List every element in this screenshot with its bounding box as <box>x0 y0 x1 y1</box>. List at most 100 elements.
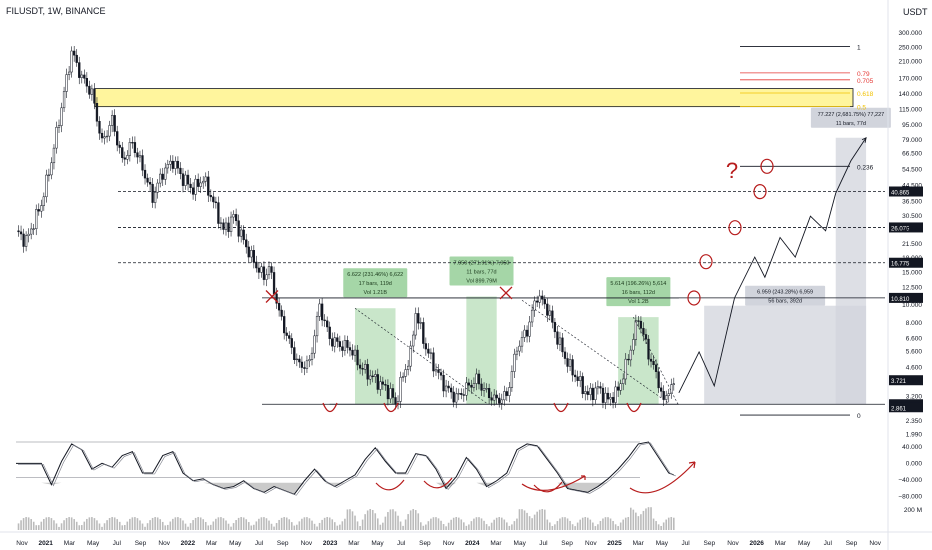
volume-bar <box>457 517 460 530</box>
volume-bar <box>432 517 435 530</box>
candle-body <box>331 338 334 347</box>
candle-body <box>376 374 379 390</box>
candle-body <box>346 340 349 348</box>
candle-body <box>386 384 390 400</box>
volume-bar <box>326 517 328 530</box>
volume-bar <box>521 509 523 530</box>
volume-bar <box>303 517 306 530</box>
x-tick-label: Nov <box>585 540 597 547</box>
candle-body <box>568 359 572 367</box>
volume-bar <box>230 526 232 530</box>
volume-bar <box>217 517 220 530</box>
volume-bar <box>86 518 88 530</box>
candle-body <box>333 337 336 347</box>
candle-body <box>553 322 557 333</box>
osc-y-tick-label: −40.000 <box>898 477 922 484</box>
volume-bar <box>427 521 430 530</box>
volume-bar <box>435 517 437 530</box>
volume-bar <box>399 521 402 530</box>
candle-body <box>667 393 670 396</box>
candle-body <box>343 340 347 351</box>
y-tick-label: 36.500 <box>902 199 922 206</box>
y-tick-label: 21.500 <box>902 241 922 248</box>
candle-body <box>498 397 501 404</box>
osc-red-curve <box>533 481 563 493</box>
volume-bar <box>341 521 344 530</box>
volume-bar <box>174 517 177 530</box>
fib-level-label: 0.79 <box>857 71 870 78</box>
candle-body <box>136 152 139 158</box>
candle-body <box>280 309 283 317</box>
volume-bar <box>50 518 53 530</box>
volume-bar <box>609 518 612 530</box>
candle-body <box>672 383 675 385</box>
candle-body <box>42 196 45 206</box>
volume-bar <box>70 517 73 530</box>
volume-bar <box>561 517 564 530</box>
volume-bar <box>212 521 215 530</box>
volume-bar <box>73 519 75 530</box>
candle-body <box>37 209 40 212</box>
measure-label-text: 11 bars, 77d <box>836 121 866 127</box>
x-tick-label: Sep <box>561 540 573 547</box>
volume-bar <box>156 517 159 530</box>
volume-bar <box>268 520 270 530</box>
candle-body <box>475 373 478 384</box>
candle-body <box>434 369 438 372</box>
x-tick-label: May <box>229 540 242 547</box>
candle-body <box>67 71 71 75</box>
volume-bar <box>531 518 533 530</box>
candle-body <box>439 372 443 376</box>
measure-label-bg <box>606 277 671 307</box>
candle-body <box>232 214 235 218</box>
osc-red-curve <box>375 479 405 491</box>
volume-bar <box>392 509 394 530</box>
level-price-tag <box>889 186 923 197</box>
osc-red-curve <box>423 477 453 489</box>
red-circle-mark <box>687 290 701 306</box>
y-tick-label: 1.990 <box>906 431 923 438</box>
volume-bar <box>581 517 584 530</box>
candle-body <box>548 310 551 316</box>
candle-body <box>146 177 149 183</box>
candle-body <box>100 132 104 139</box>
measure-label-bg <box>449 256 514 286</box>
candle-body <box>558 337 562 345</box>
candle-body <box>222 222 225 230</box>
candle-body <box>573 374 577 378</box>
volume-bar <box>624 517 627 530</box>
volume-bar <box>60 523 63 530</box>
volume-bar <box>194 517 197 530</box>
volume-bar <box>445 526 447 530</box>
red-x-mark <box>499 286 513 300</box>
volume-bar <box>222 518 225 530</box>
y-tick-label: 54.500 <box>902 166 922 173</box>
candle-body <box>103 136 106 139</box>
candle-body <box>267 266 271 276</box>
candle-body <box>207 176 210 196</box>
x-tick-label: Mar <box>348 540 360 547</box>
candle-body <box>121 147 124 159</box>
candle-body <box>632 339 635 351</box>
candle-body <box>429 352 433 354</box>
candle-body <box>85 78 88 87</box>
x-tick-label: Jul <box>539 540 548 547</box>
candle-body <box>224 222 228 230</box>
candle-body <box>156 182 159 193</box>
candle-body <box>277 303 281 311</box>
candle-body <box>270 266 273 273</box>
candle-body <box>229 216 233 232</box>
fib-level-label: 0.5 <box>857 105 866 112</box>
volume-bar <box>402 525 404 530</box>
volume-bar <box>655 521 657 530</box>
candle-body <box>455 393 458 403</box>
volume-bar <box>323 517 326 530</box>
candle-body <box>358 364 362 369</box>
x-tick-label: Jul <box>397 540 406 547</box>
volume-bar <box>111 517 113 530</box>
candle-body <box>138 155 142 158</box>
candle-body <box>204 176 207 182</box>
candle-body <box>179 167 182 174</box>
current-price-tag <box>889 375 923 386</box>
x-tick-label: Mar <box>633 540 645 547</box>
